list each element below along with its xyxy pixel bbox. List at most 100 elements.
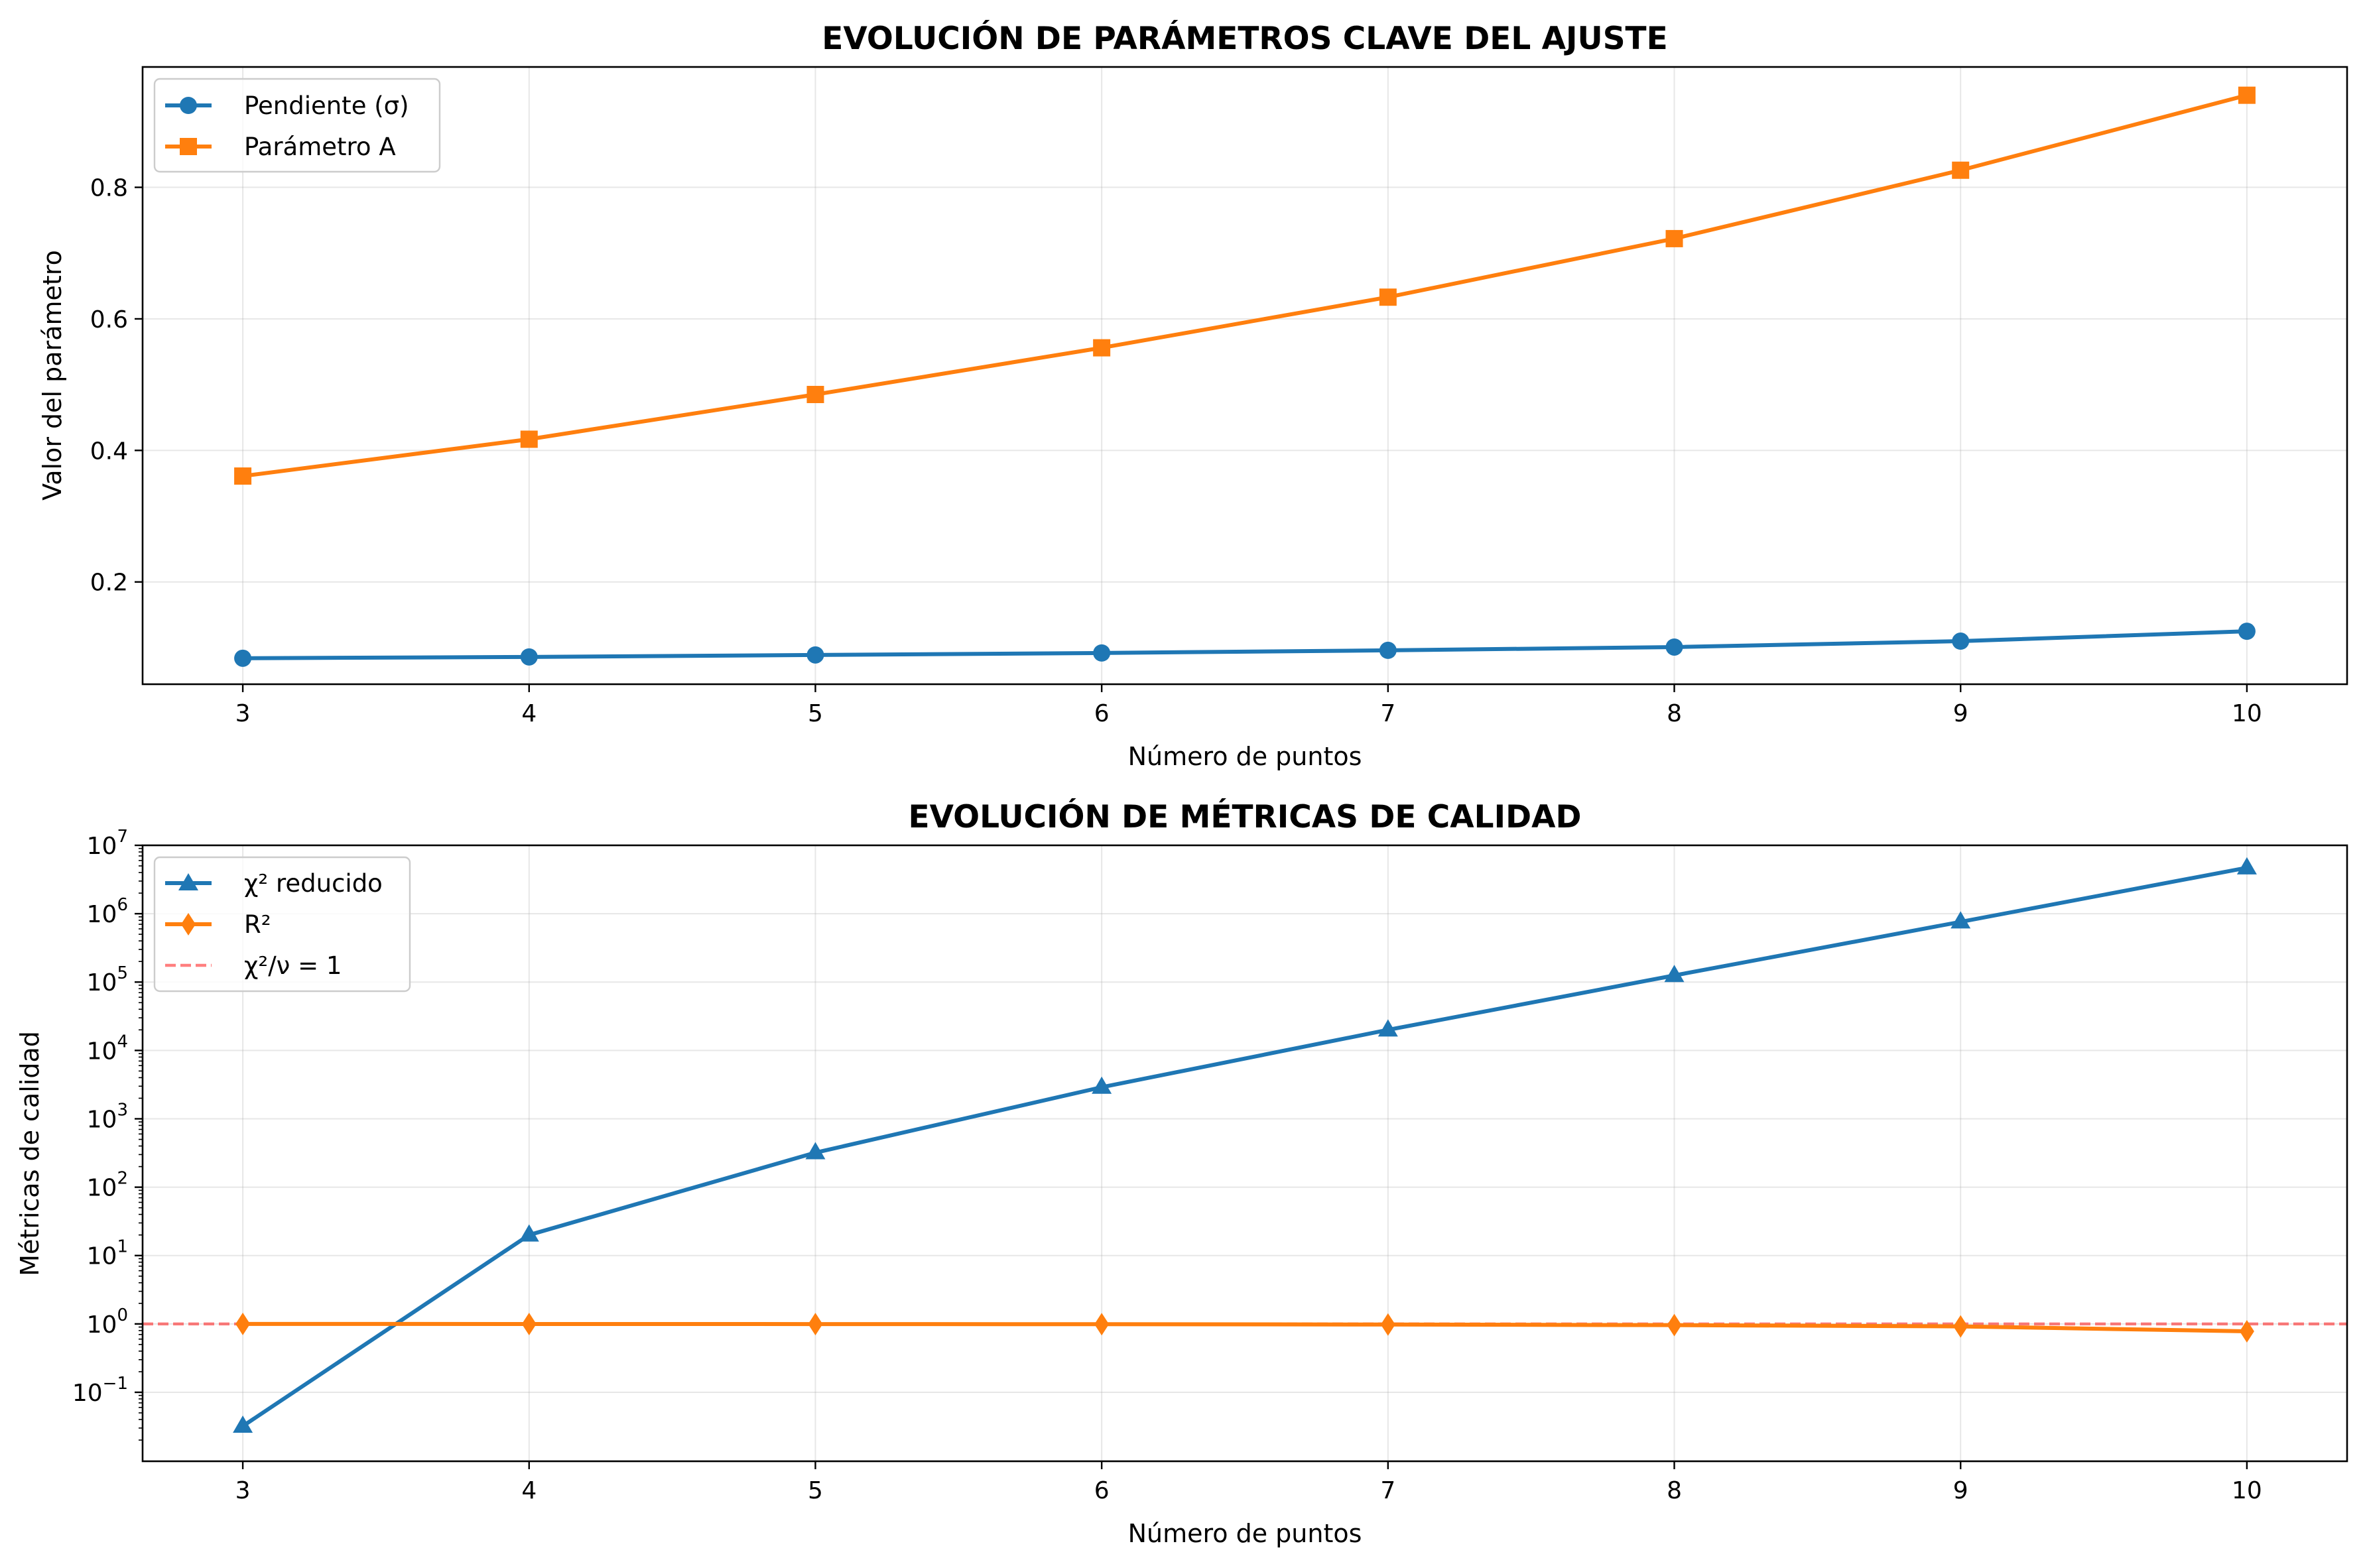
x-tick-label: 7 [1380, 700, 1395, 727]
y-tick-label: 10−1 [72, 1374, 128, 1407]
axis-ticks: 3 4 5 6 7 8 9 10 10−1 100 101 102 103 104 105 106 107 [72, 827, 2262, 1504]
data-point [805, 1142, 826, 1160]
legend: Pendiente (σ) Parámetro A [153, 78, 441, 173]
legend-label: χ²/ν = 1 [244, 951, 342, 980]
plot-frame [141, 66, 2348, 686]
y-tick-label: 0.6 [90, 306, 128, 333]
x-tick-label: 5 [808, 1477, 823, 1504]
data-point [1379, 641, 1397, 659]
grid [143, 845, 2347, 1461]
data-point [806, 386, 824, 404]
data-point [1094, 1313, 1110, 1336]
legend-label: χ² reducido [244, 869, 383, 898]
data-point [233, 1416, 253, 1433]
data-point [1664, 965, 1685, 983]
x-tick-label: 9 [1953, 700, 1968, 727]
x-tick-label: 8 [1667, 1477, 1682, 1504]
data-point [1093, 644, 1111, 662]
data-point [1953, 1315, 1968, 1338]
y-tick-label: 102 [87, 1169, 128, 1202]
data-point [1379, 288, 1397, 306]
legend-marker-diamond [181, 913, 196, 935]
x-axis-label: Número de puntos [1128, 1519, 1362, 1548]
data-point [2238, 623, 2256, 640]
legend-entry: χ² reducido [165, 869, 383, 898]
series-line [243, 629, 2248, 660]
data-point [519, 1224, 539, 1242]
legend-box [153, 856, 411, 993]
data-point [1377, 1019, 1398, 1037]
x-tick-label: 5 [808, 700, 823, 727]
x-tick-label: 6 [1094, 1477, 1110, 1504]
y-tick-label: 104 [87, 1032, 128, 1065]
data-point [1665, 229, 1683, 247]
data-point [2239, 1319, 2254, 1343]
x-tick-label: 3 [235, 700, 251, 727]
y-tick-label: 0.8 [90, 175, 128, 202]
y-tick-label: 105 [87, 963, 128, 996]
data-point [235, 1312, 251, 1335]
data-point [1667, 1313, 1682, 1337]
parameters-chart: EVOLUCIÓN DE PARÁMETROS CLAVE DEL AJUSTE… [38, 21, 2348, 771]
chart-title: EVOLUCIÓN DE PARÁMETROS CLAVE DEL AJUSTE [822, 21, 1667, 57]
plot-data [234, 86, 2256, 667]
x-tick-label: 9 [1953, 1477, 1968, 1504]
legend-marker-circle [180, 97, 197, 114]
chart-title: EVOLUCIÓN DE MÉTRICAS DE CALIDAD [908, 799, 1581, 835]
data-point [234, 649, 252, 667]
y-tick-label: 101 [87, 1237, 128, 1270]
legend-entry: Parámetro A [165, 133, 396, 161]
x-tick-label: 4 [521, 1477, 537, 1504]
grid [143, 67, 2347, 684]
x-tick-label: 10 [2232, 700, 2262, 727]
y-tick-label: 106 [87, 895, 128, 928]
legend-entry: Pendiente (σ) [165, 91, 409, 120]
plot-frame [141, 844, 2348, 1463]
y-axis-label: Métricas de calidad [15, 1031, 44, 1276]
x-tick-label: 10 [2232, 1477, 2262, 1504]
data-point [520, 430, 538, 448]
data-point [1092, 1076, 1112, 1094]
axis-ticks: 3 4 5 6 7 8 9 10 0.2 0.4 0.6 0.8 [90, 175, 2262, 727]
x-tick-label: 3 [235, 1477, 251, 1504]
data-point [806, 646, 824, 664]
data-point [2236, 857, 2257, 874]
y-tick-label: 107 [87, 827, 128, 860]
x-tick-label: 8 [1667, 700, 1682, 727]
x-axis-label: Número de puntos [1128, 742, 1362, 771]
data-point [1093, 339, 1111, 357]
legend-entry: χ²/ν = 1 [165, 951, 342, 980]
legend-marker-square [180, 138, 197, 155]
x-tick-label: 4 [521, 700, 537, 727]
legend-label: Parámetro A [244, 133, 396, 161]
quality-metrics-chart: EVOLUCIÓN DE MÉTRICAS DE CALIDAD 3 4 5 6 7 8 9… [15, 799, 2348, 1548]
series-line [243, 1321, 2247, 1333]
series-line [241, 865, 2248, 1428]
y-tick-label: 0.2 [90, 570, 128, 597]
data-point [808, 1313, 823, 1336]
legend-label: R² [244, 910, 271, 939]
legend-box [153, 78, 441, 173]
series-line [242, 93, 2248, 479]
data-point [1950, 911, 1971, 929]
y-axis-label: Valor del parámetro [38, 250, 67, 501]
plot-data [143, 857, 2347, 1433]
data-point [520, 648, 538, 666]
y-tick-label: 103 [87, 1100, 128, 1133]
legend: χ² reducido R² χ²/ν = 1 [153, 856, 411, 993]
data-point [1952, 633, 1970, 650]
legend-label: Pendiente (σ) [244, 91, 409, 120]
data-point [234, 467, 252, 485]
y-tick-label: 0.4 [90, 438, 128, 465]
data-point [1665, 638, 1683, 656]
y-tick-label: 100 [87, 1305, 128, 1339]
legend-marker-triangle [178, 873, 198, 890]
data-point [2238, 86, 2256, 104]
data-point [1952, 161, 1970, 179]
data-point [1380, 1313, 1395, 1336]
legend-entry: R² [165, 910, 271, 939]
x-tick-label: 6 [1094, 700, 1110, 727]
x-tick-label: 7 [1380, 1477, 1395, 1504]
data-point [521, 1312, 537, 1335]
